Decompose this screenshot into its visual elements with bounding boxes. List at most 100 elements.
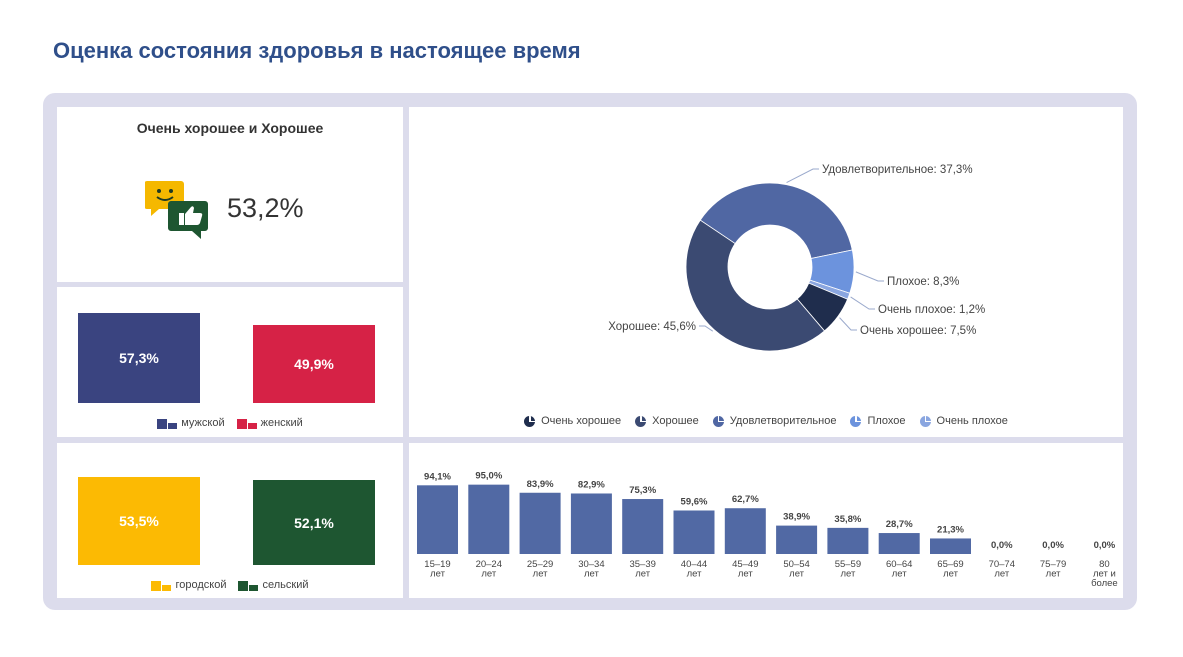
swatch-female-icon: [236, 418, 257, 429]
age-category-label: лет: [635, 569, 651, 580]
age-bar-value-label: 35,8%: [834, 514, 861, 525]
age-bar-value-label: 28,7%: [886, 519, 913, 530]
age-category-label: 25–29: [527, 559, 553, 570]
age-category-label: лет: [1046, 569, 1062, 580]
legend-item-male: мужской: [157, 417, 225, 429]
donut-label-плохое: Плохое: 8,3%: [887, 276, 959, 288]
age-bar-value-label: 94,1%: [424, 471, 451, 482]
age-category-label: лет: [994, 569, 1010, 580]
swatch-male-icon: [157, 418, 178, 429]
pie-slice-icon: [919, 415, 931, 427]
legend-label-urban: городской: [175, 579, 227, 591]
kpi-title: Очень хорошее и Хорошее: [136, 120, 324, 136]
legend-item-female: женский: [236, 417, 303, 429]
chat-thumbs-up-icon: [144, 179, 211, 246]
age-bar: [930, 538, 971, 554]
rural-box: 52,1%: [253, 480, 375, 565]
gender-legend: мужской женский: [57, 417, 403, 429]
pie-slice-icon: [850, 415, 862, 427]
age-category-label: 15–19: [424, 559, 450, 570]
legend-label-male: мужской: [181, 417, 225, 429]
age-category-label: лет: [789, 569, 805, 580]
urban-box: 53,5%: [78, 477, 200, 565]
donut-legend-item-удовлетворительное: Удовлетворительное: [712, 415, 836, 427]
age-category-label: 55–59: [835, 559, 861, 570]
legend-label-rural: сельский: [262, 579, 309, 591]
age-bar-value-label: 83,9%: [527, 479, 554, 490]
age-category-label: 75–79: [1040, 559, 1066, 570]
age-category-label: лет: [687, 569, 703, 580]
age-category-label: 60–64: [886, 559, 912, 570]
donut-leader-line: [786, 168, 819, 184]
age-bar-panel: 94,1% 15–19 лет 95,0% 20–24 лет 83,9% 25–29 лет 8…: [409, 443, 1123, 598]
kpi-panel: Очень хорошее и Хорошее 53,2%: [57, 107, 403, 282]
age-category-label: более: [1091, 578, 1118, 589]
pie-slice-icon: [712, 415, 724, 427]
age-bar-chart: 94,1%15–19лет95,0%20–24лет83,9%25–29лет8…: [417, 471, 1118, 589]
age-category-label: лет и: [1093, 569, 1116, 580]
age-category-label: лет: [738, 569, 754, 580]
age-category-label: лет: [584, 569, 600, 580]
age-bar: [417, 485, 458, 554]
age-bar-value-label: 62,7%: [732, 494, 759, 505]
donut-leader-line: [855, 271, 884, 282]
settlement-panel: 53,5% 52,1% городской сельский: [57, 443, 403, 598]
age-bar-value-label: 0,0%: [991, 540, 1013, 551]
age-bar-value-label: 21,3%: [937, 524, 964, 535]
age-category-label: 30–34: [578, 559, 604, 570]
age-category-label: 50–54: [783, 559, 809, 570]
age-category-label: лет: [943, 569, 959, 580]
donut-label-очень-плохое: Очень плохое: 1,2%: [878, 304, 985, 316]
age-category-label: лет: [892, 569, 908, 580]
swatch-rural-icon: [238, 580, 259, 591]
age-bar: [622, 499, 664, 554]
settlement-legend: городской сельский: [57, 579, 403, 591]
donut-label-хорошее: Хорошее: 45,6%: [608, 321, 696, 333]
donut-legend-item-очень-хорошее: Очень хорошее: [524, 415, 621, 427]
donut-label-удовлетворительное: Удовлетворительное: 37,3%: [822, 164, 973, 176]
legend-item-urban: городской: [151, 579, 226, 591]
age-bar: [673, 510, 715, 554]
age-bar: [827, 527, 869, 554]
age-category-label: 80: [1099, 559, 1110, 570]
age-bar-value-label: 38,9%: [783, 512, 810, 523]
swatch-urban-icon: [151, 580, 172, 591]
legend-item-rural: сельский: [238, 579, 309, 591]
donut-slice-удовлетворительное: [699, 182, 853, 259]
age-bar: [570, 493, 612, 554]
pie-slice-icon: [524, 415, 536, 427]
age-bar-value-label: 59,6%: [681, 496, 708, 507]
age-category-label: лет: [430, 569, 446, 580]
donut-legend-label: Хорошее: [652, 415, 699, 427]
age-bar: [519, 492, 561, 554]
donut-leader-line: [839, 317, 857, 331]
donut-legend-label: Очень хорошее: [541, 415, 622, 427]
donut-legend-item-хорошее: Хорошее: [635, 415, 699, 427]
dashboard: Очень хорошее и Хорошее 53,2% 57,3% 49,9…: [43, 93, 1137, 610]
age-bar: [468, 484, 510, 554]
kpi-value: 53,2%: [227, 193, 304, 223]
donut-label-очень-хорошее: Очень хорошее: 7,5%: [860, 325, 976, 337]
age-bar-value-label: 95,0%: [475, 471, 502, 482]
donut-legend: Очень хорошее Хорошее Удовлетворительное Пл…: [409, 415, 1123, 427]
donut-legend-item-плохое: Плохое: [850, 415, 906, 427]
age-category-label: лет: [481, 569, 497, 580]
age-category-label: 40–44: [681, 559, 707, 570]
legend-label-female: женский: [260, 417, 303, 429]
age-bar-value-label: 0,0%: [1042, 540, 1064, 551]
page-title: Оценка состояния здоровья в настоящее вр…: [53, 38, 581, 63]
female-box: 49,9%: [253, 325, 375, 403]
donut-chart: Удовлетворительное: 37,3% Плохое: 8,3% Оче…: [608, 164, 985, 352]
donut-legend-item-очень-плохое: Очень плохое: [919, 415, 1008, 427]
age-category-label: лет: [840, 569, 856, 580]
age-category-label: 35–39: [629, 559, 655, 570]
donut-legend-label: Очень плохое: [936, 415, 1008, 427]
age-bar: [878, 533, 920, 554]
age-bar-value-label: 75,3%: [629, 485, 656, 496]
donut-leader-line: [699, 325, 714, 332]
age-bar-value-label: 0,0%: [1094, 540, 1116, 551]
donut-panel: Удовлетворительное: 37,3% Плохое: 8,3% Оче…: [409, 107, 1123, 437]
gender-panel: 57,3% 49,9% мужской женский: [57, 287, 403, 437]
age-bar: [724, 508, 766, 554]
male-box: 57,3%: [78, 313, 200, 403]
